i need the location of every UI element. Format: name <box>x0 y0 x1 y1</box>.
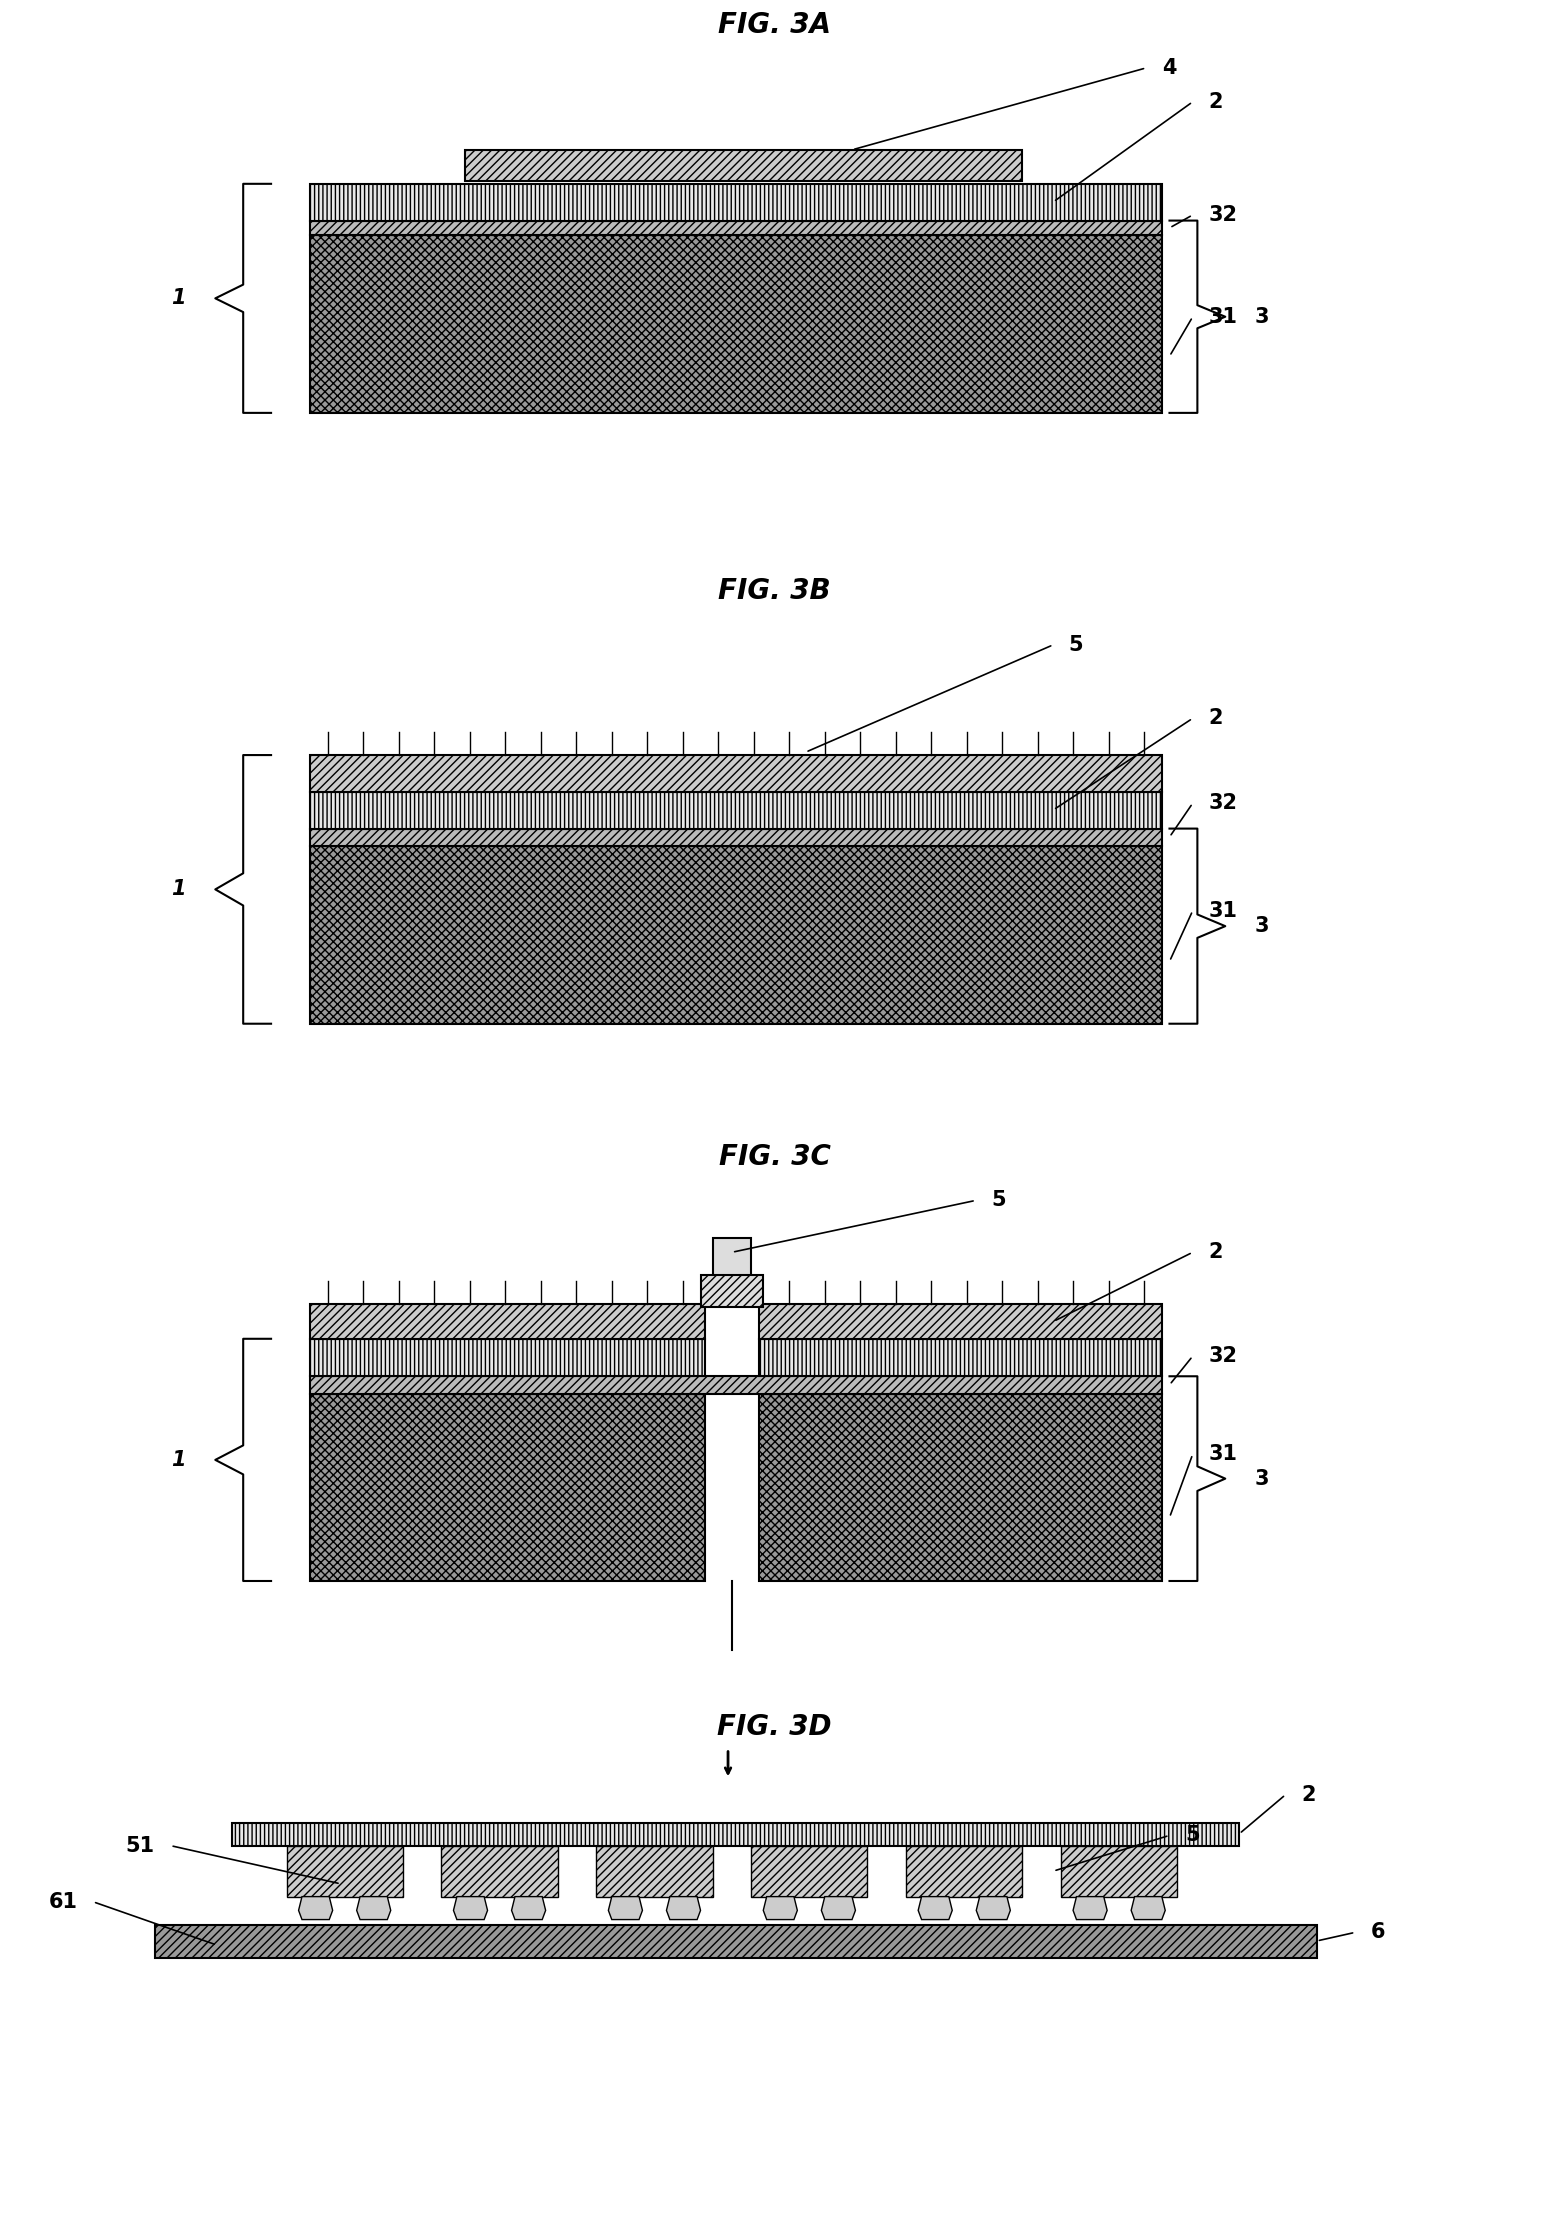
Text: 61: 61 <box>48 1892 77 1912</box>
Text: 31: 31 <box>1208 306 1238 326</box>
Text: FIG. 3C: FIG. 3C <box>719 1142 830 1171</box>
Polygon shape <box>356 1896 390 1919</box>
Bar <box>759 1393 1162 1581</box>
Bar <box>1061 1845 1177 1896</box>
Text: FIG. 3A: FIG. 3A <box>719 11 830 40</box>
Polygon shape <box>764 1896 798 1919</box>
Bar <box>310 220 1162 235</box>
Bar <box>441 1845 558 1896</box>
Text: 6: 6 <box>1371 1923 1385 1943</box>
Text: 5: 5 <box>1185 1825 1199 1845</box>
Polygon shape <box>1131 1896 1165 1919</box>
Text: 3: 3 <box>1255 916 1269 936</box>
Text: 1: 1 <box>172 1451 186 1471</box>
Text: 5: 5 <box>991 1191 1005 1211</box>
Bar <box>310 754 1162 792</box>
Bar <box>906 1845 1022 1896</box>
Text: FIG. 3B: FIG. 3B <box>719 577 830 606</box>
Polygon shape <box>511 1896 545 1919</box>
Text: FIG. 3D: FIG. 3D <box>717 1712 832 1741</box>
Polygon shape <box>919 1896 953 1919</box>
Text: 32: 32 <box>1208 1346 1238 1366</box>
Bar <box>310 830 1162 845</box>
Bar <box>310 235 1162 413</box>
Text: 4: 4 <box>1162 58 1176 78</box>
Polygon shape <box>666 1896 700 1919</box>
Text: 32: 32 <box>1208 794 1238 814</box>
Bar <box>310 792 1162 830</box>
Bar <box>596 1845 713 1896</box>
Text: 2: 2 <box>1208 1242 1222 1262</box>
Bar <box>310 184 1162 220</box>
Text: 1: 1 <box>172 288 186 308</box>
Text: 2: 2 <box>1208 91 1222 111</box>
Text: 5: 5 <box>1069 634 1083 654</box>
Bar <box>310 1304 705 1340</box>
Bar <box>759 1304 1162 1340</box>
Text: 1: 1 <box>172 878 186 898</box>
Text: 3: 3 <box>1255 306 1269 326</box>
Bar <box>759 1340 1162 1375</box>
Bar <box>155 1925 1317 1958</box>
Bar <box>232 1823 1239 1845</box>
Text: 51: 51 <box>125 1837 155 1856</box>
Text: 2: 2 <box>1301 1785 1315 1805</box>
Text: 2: 2 <box>1208 708 1222 728</box>
Polygon shape <box>976 1896 1010 1919</box>
Bar <box>310 1393 705 1581</box>
Text: 31: 31 <box>1208 1444 1238 1464</box>
Bar <box>700 1275 762 1306</box>
Polygon shape <box>821 1896 855 1919</box>
Text: 3: 3 <box>1255 1468 1269 1488</box>
Bar <box>465 151 1022 182</box>
Polygon shape <box>454 1896 488 1919</box>
Bar <box>310 1375 1162 1393</box>
Bar <box>287 1845 403 1896</box>
Text: 31: 31 <box>1208 901 1238 920</box>
Bar <box>751 1845 867 1896</box>
Bar <box>713 1238 751 1302</box>
Polygon shape <box>1073 1896 1108 1919</box>
Polygon shape <box>609 1896 643 1919</box>
Bar <box>310 1340 705 1375</box>
Text: 32: 32 <box>1208 204 1238 224</box>
Polygon shape <box>299 1896 333 1919</box>
Bar <box>310 845 1162 1025</box>
